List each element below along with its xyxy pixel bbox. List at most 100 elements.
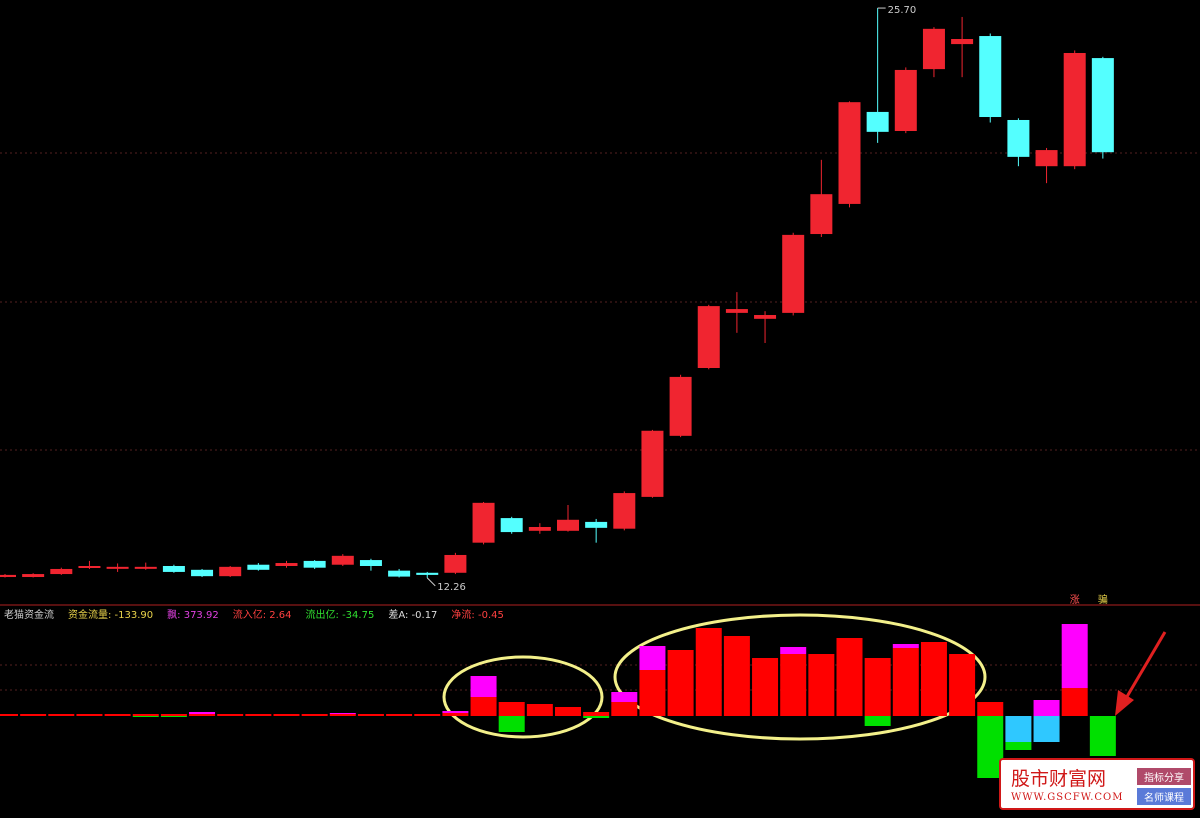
flow-bar bbox=[245, 714, 272, 716]
high-label: 25.70 bbox=[888, 5, 917, 16]
flow-bar bbox=[723, 636, 750, 716]
candle-body bbox=[725, 309, 748, 313]
indicator-value: 流入亿: 2.64 bbox=[232, 610, 292, 621]
flow-bar bbox=[48, 714, 75, 716]
candle-body bbox=[303, 560, 326, 568]
flow-bar bbox=[301, 714, 328, 716]
candle-body bbox=[528, 526, 551, 531]
flow-bar bbox=[892, 648, 919, 716]
flow-bar bbox=[695, 628, 722, 716]
watermark-tag: 指标分享 bbox=[1137, 768, 1191, 785]
flow-bar bbox=[1005, 742, 1032, 750]
flow-bar bbox=[498, 716, 525, 732]
candle-body bbox=[78, 565, 101, 568]
flow-bar bbox=[583, 716, 610, 718]
candle-body bbox=[697, 306, 720, 369]
flow-bar bbox=[76, 714, 103, 716]
indicator-value: 流出亿: -34.75 bbox=[305, 610, 375, 621]
flow-bar bbox=[864, 716, 891, 726]
candle-body bbox=[585, 521, 608, 528]
candle-body bbox=[0, 574, 16, 578]
candle-body bbox=[331, 555, 354, 565]
candle-body bbox=[444, 554, 467, 573]
flow-bar bbox=[808, 654, 835, 716]
candle-body bbox=[106, 566, 129, 569]
flow-bar bbox=[189, 712, 216, 714]
candle-body bbox=[219, 566, 242, 577]
watermark: 股市财富网 WWW.GSCFW.COM 指标分享 名师课程 bbox=[999, 758, 1195, 810]
flow-bar bbox=[611, 702, 638, 716]
candle-body bbox=[979, 36, 1002, 118]
highlight-ellipse bbox=[442, 655, 604, 739]
candle-body bbox=[472, 502, 495, 543]
flow-bar bbox=[583, 712, 610, 716]
candle-body bbox=[191, 569, 214, 577]
low-label: 12.26 bbox=[437, 582, 466, 593]
flow-bar bbox=[20, 714, 47, 716]
flow-bar bbox=[555, 707, 581, 716]
flow-bar bbox=[1033, 700, 1060, 716]
flow-bar bbox=[160, 716, 187, 717]
candle-body bbox=[388, 570, 411, 577]
indicator-title: 老猫资金流 bbox=[4, 610, 54, 621]
candle-body bbox=[162, 565, 185, 572]
flow-bar bbox=[920, 642, 947, 716]
candle-body bbox=[1035, 150, 1058, 167]
flow-bar bbox=[977, 702, 1004, 716]
flow-bar bbox=[329, 713, 356, 714]
flow-bar bbox=[217, 714, 244, 716]
candle-body bbox=[866, 111, 889, 132]
flow-bar bbox=[414, 714, 441, 716]
flow-bar bbox=[639, 646, 666, 670]
flow-bar bbox=[470, 697, 497, 716]
flow-bar bbox=[611, 692, 638, 702]
flow-bar bbox=[526, 704, 553, 716]
candle-body bbox=[22, 574, 45, 578]
candle-body bbox=[50, 568, 73, 575]
watermark-url: WWW.GSCFW.COM bbox=[1011, 792, 1124, 803]
flow-bar bbox=[470, 676, 497, 697]
candle-body bbox=[1007, 119, 1030, 157]
candle-body bbox=[275, 563, 298, 566]
flow-bar bbox=[752, 658, 779, 716]
flow-bar bbox=[667, 650, 694, 716]
candle-body bbox=[134, 566, 157, 569]
flow-bar bbox=[273, 714, 300, 716]
signal-label: 涨 bbox=[1070, 594, 1080, 606]
watermark-tag: 名师课程 bbox=[1137, 788, 1191, 805]
flow-bar bbox=[949, 654, 976, 716]
indicator-value: 资金流量: -133.90 bbox=[68, 610, 154, 621]
indicator-value: 净流: -0.45 bbox=[451, 610, 504, 621]
flow-bar bbox=[498, 702, 525, 716]
candle-body bbox=[641, 430, 664, 497]
flow-bar bbox=[864, 658, 891, 716]
arrow bbox=[1115, 631, 1167, 716]
watermark-title: 股市财富网 bbox=[1011, 768, 1107, 790]
arrow-shaft bbox=[1123, 631, 1167, 701]
flow-bar bbox=[442, 713, 469, 716]
candle-body bbox=[1091, 58, 1114, 153]
flow-bar bbox=[1061, 624, 1088, 688]
flow-bar bbox=[357, 714, 384, 716]
indicator-value: 差A: -0.17 bbox=[388, 610, 438, 621]
candle-body bbox=[782, 234, 805, 313]
candle-body bbox=[951, 39, 974, 45]
flow-bar bbox=[132, 716, 159, 717]
flow-bar bbox=[836, 638, 863, 716]
candle-body bbox=[810, 194, 833, 235]
candle-body bbox=[754, 315, 777, 319]
flow-bar bbox=[0, 714, 18, 716]
signal-label: 骗 bbox=[1098, 593, 1108, 606]
flow-bar bbox=[104, 714, 131, 716]
flow-bar bbox=[1033, 716, 1060, 742]
indicator-value: 飘: 373.92 bbox=[167, 610, 219, 621]
flow-bar bbox=[1005, 716, 1032, 742]
flow-bar bbox=[892, 644, 919, 648]
flow-bar bbox=[386, 714, 413, 716]
arrow-head bbox=[1115, 690, 1134, 716]
highlight-ellipse bbox=[613, 613, 987, 741]
flow-bar bbox=[189, 714, 216, 716]
candle-body bbox=[838, 102, 861, 204]
flow-bar bbox=[780, 654, 807, 716]
